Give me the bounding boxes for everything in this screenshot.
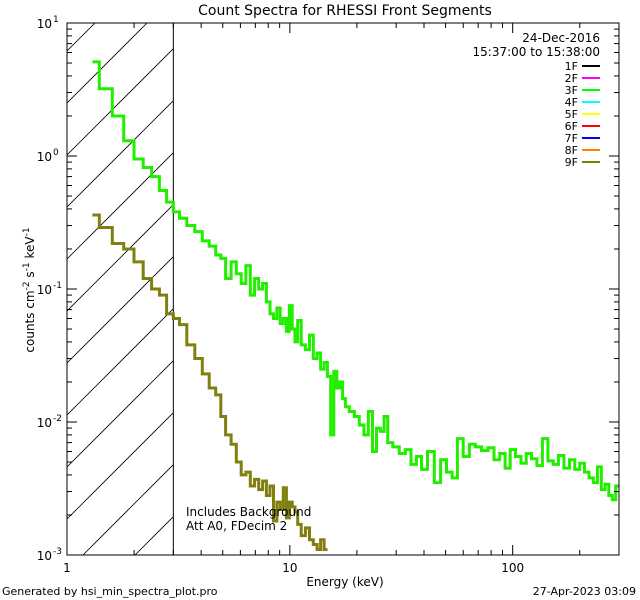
y-tick-label: 10 [37,150,52,164]
hatch-line [67,256,174,364]
legend-label-6F: 6F [565,120,578,133]
hatch-line [67,48,174,156]
hatch-line [67,412,174,520]
x-tick-label: 1 [63,561,71,575]
x-axis: 1 10 100 [63,23,620,575]
y-tick-exponent: 1 [53,15,59,25]
y-tick-label: 10 [37,283,52,297]
y-tick-label: 10 [37,17,52,31]
x-axis-label: Energy (keV) [306,575,383,589]
annotation-attenuator: Att A0, FDecim 2 [186,519,287,533]
y-axis-label: counts cm-2 s-1 keV-1 [22,227,37,352]
y-tick-label: 10 [37,549,52,563]
legend-time-range: 15:37:00 to 15:38:00 [473,45,600,59]
y-tick-exponent: -1 [53,281,62,291]
legend-label-9F: 9F [565,156,578,169]
annotation-background: Includes Background [186,505,311,519]
hatch-line [67,23,96,52]
hatch-line [67,308,174,416]
hatch-line [134,516,174,555]
hatch-line [67,152,174,260]
y-tick-exponent: -3 [53,547,62,557]
legend-label-5F: 5F [565,108,578,121]
hatch-line [67,23,148,104]
chart-title: Count Spectra for RHESSI Front Segments [198,3,492,19]
legend: 24-Dec-2016 15:37:00 to 15:38:00 1F2F3F4… [473,31,600,169]
series-3F-line [92,60,619,502]
plot-frame [66,22,620,556]
hatch-line [82,464,174,555]
legend-label-8F: 8F [565,144,578,157]
series-9F-line [92,213,328,551]
legend-label-2F: 2F [565,72,578,85]
legend-date: 24-Dec-2016 [522,31,600,45]
hatch-line [67,100,174,208]
hatch-line [67,204,174,312]
x-tick-label: 10 [282,561,297,575]
generated-by: Generated by hsi_min_spectra_plot.pro [2,585,218,598]
series-layer [92,60,619,551]
y-tick-exponent: 0 [53,148,59,158]
y-tick-label: 10 [37,416,52,430]
y-tick-exponent: -2 [53,414,62,424]
legend-label-7F: 7F [565,132,578,145]
timestamp: 27-Apr-2023 03:09 [533,585,636,598]
hatch-line [67,360,174,468]
legend-label-4F: 4F [565,96,578,109]
hatch-region [67,23,174,555]
x-tick-label: 100 [501,561,524,575]
legend-label-1F: 1F [565,60,578,73]
legend-label-3F: 3F [565,84,578,97]
